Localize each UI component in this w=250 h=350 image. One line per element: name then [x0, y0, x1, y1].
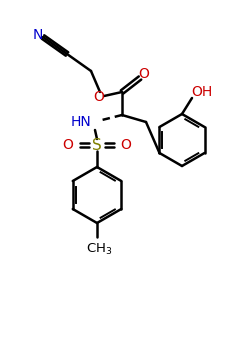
Text: OH: OH — [192, 85, 212, 99]
Text: N: N — [33, 28, 43, 42]
Text: S: S — [92, 138, 102, 153]
Text: O: O — [94, 90, 104, 104]
Text: O: O — [138, 67, 149, 81]
Text: O: O — [62, 138, 74, 152]
Text: O: O — [120, 138, 132, 152]
Text: HN: HN — [70, 115, 91, 129]
Text: CH$_3$: CH$_3$ — [86, 241, 112, 257]
